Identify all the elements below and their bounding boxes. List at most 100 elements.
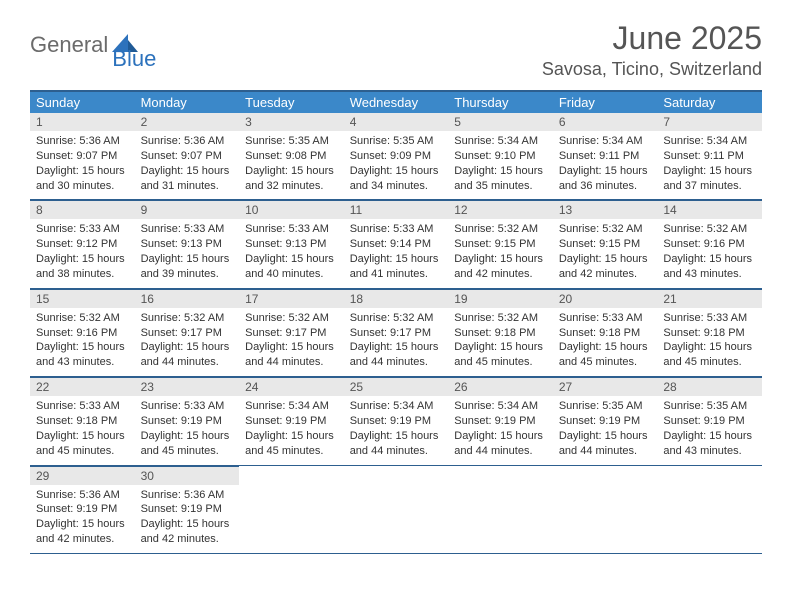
day-number: 3 bbox=[239, 113, 344, 131]
day-number: 13 bbox=[553, 200, 658, 219]
day-number: 10 bbox=[239, 200, 344, 219]
sunrise-line: Sunrise: 5:32 AM bbox=[350, 311, 443, 326]
sunrise-line: Sunrise: 5:32 AM bbox=[454, 222, 547, 237]
day-number: 24 bbox=[239, 377, 344, 396]
daylight-line: Daylight: 15 hours and 43 minutes. bbox=[663, 252, 756, 282]
day-body: Sunrise: 5:33 AMSunset: 9:12 PMDaylight:… bbox=[30, 219, 135, 287]
calendar-row: 1Sunrise: 5:36 AMSunset: 9:07 PMDaylight… bbox=[30, 113, 762, 200]
day-number: 21 bbox=[657, 289, 762, 308]
day-body: Sunrise: 5:32 AMSunset: 9:16 PMDaylight:… bbox=[30, 308, 135, 376]
daylight-line: Daylight: 15 hours and 43 minutes. bbox=[36, 340, 129, 370]
daylight-line: Daylight: 15 hours and 30 minutes. bbox=[36, 164, 129, 194]
calendar-cell: 1Sunrise: 5:36 AMSunset: 9:07 PMDaylight… bbox=[30, 113, 135, 200]
sunset-line: Sunset: 9:10 PM bbox=[454, 149, 547, 164]
day-body: Sunrise: 5:34 AMSunset: 9:11 PMDaylight:… bbox=[657, 131, 762, 199]
sunset-line: Sunset: 9:15 PM bbox=[559, 237, 652, 252]
weekday-header: Thursday bbox=[448, 91, 553, 113]
daylight-line: Daylight: 15 hours and 44 minutes. bbox=[350, 429, 443, 459]
daylight-line: Daylight: 15 hours and 41 minutes. bbox=[350, 252, 443, 282]
sunset-line: Sunset: 9:16 PM bbox=[36, 326, 129, 341]
day-body: Sunrise: 5:34 AMSunset: 9:10 PMDaylight:… bbox=[448, 131, 553, 199]
calendar-cell: 21Sunrise: 5:33 AMSunset: 9:18 PMDayligh… bbox=[657, 288, 762, 376]
calendar-row: 29Sunrise: 5:36 AMSunset: 9:19 PMDayligh… bbox=[30, 465, 762, 553]
calendar-cell: . bbox=[239, 465, 344, 553]
day-number: 7 bbox=[657, 113, 762, 131]
daylight-line: Daylight: 15 hours and 44 minutes. bbox=[141, 340, 234, 370]
sunrise-line: Sunrise: 5:35 AM bbox=[350, 134, 443, 149]
day-number: 19 bbox=[448, 289, 553, 308]
daylight-line: Daylight: 15 hours and 37 minutes. bbox=[663, 164, 756, 194]
daylight-line: Daylight: 15 hours and 44 minutes. bbox=[350, 340, 443, 370]
calendar-cell: . bbox=[344, 465, 449, 553]
sunset-line: Sunset: 9:19 PM bbox=[350, 414, 443, 429]
daylight-line: Daylight: 15 hours and 44 minutes. bbox=[559, 429, 652, 459]
sunset-line: Sunset: 9:13 PM bbox=[245, 237, 338, 252]
day-number: 26 bbox=[448, 377, 553, 396]
daylight-line: Daylight: 15 hours and 40 minutes. bbox=[245, 252, 338, 282]
daylight-line: Daylight: 15 hours and 45 minutes. bbox=[559, 340, 652, 370]
day-number: 4 bbox=[344, 113, 449, 131]
month-title: June 2025 bbox=[542, 20, 762, 57]
sunset-line: Sunset: 9:19 PM bbox=[36, 502, 129, 517]
calendar-cell: 22Sunrise: 5:33 AMSunset: 9:18 PMDayligh… bbox=[30, 377, 135, 465]
calendar-cell: 5Sunrise: 5:34 AMSunset: 9:10 PMDaylight… bbox=[448, 113, 553, 200]
day-number: 17 bbox=[239, 289, 344, 308]
day-body: Sunrise: 5:33 AMSunset: 9:18 PMDaylight:… bbox=[553, 308, 658, 376]
sunset-line: Sunset: 9:15 PM bbox=[454, 237, 547, 252]
day-number: 8 bbox=[30, 200, 135, 219]
sunset-line: Sunset: 9:17 PM bbox=[141, 326, 234, 341]
day-body: Sunrise: 5:36 AMSunset: 9:07 PMDaylight:… bbox=[30, 131, 135, 199]
sunrise-line: Sunrise: 5:33 AM bbox=[141, 222, 234, 237]
calendar-cell: 19Sunrise: 5:32 AMSunset: 9:18 PMDayligh… bbox=[448, 288, 553, 376]
day-body: Sunrise: 5:32 AMSunset: 9:17 PMDaylight:… bbox=[344, 308, 449, 376]
sunrise-line: Sunrise: 5:33 AM bbox=[36, 222, 129, 237]
day-number: 28 bbox=[657, 377, 762, 396]
sunset-line: Sunset: 9:19 PM bbox=[559, 414, 652, 429]
calendar-row: 15Sunrise: 5:32 AMSunset: 9:16 PMDayligh… bbox=[30, 288, 762, 376]
weekday-header: Friday bbox=[553, 91, 658, 113]
day-number: 12 bbox=[448, 200, 553, 219]
sunset-line: Sunset: 9:14 PM bbox=[350, 237, 443, 252]
sunset-line: Sunset: 9:17 PM bbox=[350, 326, 443, 341]
sunset-line: Sunset: 9:12 PM bbox=[36, 237, 129, 252]
sunrise-line: Sunrise: 5:34 AM bbox=[559, 134, 652, 149]
day-number: 22 bbox=[30, 377, 135, 396]
weekday-header: Wednesday bbox=[344, 91, 449, 113]
daylight-line: Daylight: 15 hours and 34 minutes. bbox=[350, 164, 443, 194]
day-body: Sunrise: 5:32 AMSunset: 9:15 PMDaylight:… bbox=[553, 219, 658, 287]
day-body: Sunrise: 5:34 AMSunset: 9:11 PMDaylight:… bbox=[553, 131, 658, 199]
day-number: 18 bbox=[344, 289, 449, 308]
weekday-header: Tuesday bbox=[239, 91, 344, 113]
sunrise-line: Sunrise: 5:36 AM bbox=[141, 488, 234, 503]
day-number: 6 bbox=[553, 113, 658, 131]
sunrise-line: Sunrise: 5:32 AM bbox=[36, 311, 129, 326]
day-number: 29 bbox=[30, 466, 135, 485]
day-body: Sunrise: 5:33 AMSunset: 9:18 PMDaylight:… bbox=[30, 396, 135, 464]
sunrise-line: Sunrise: 5:34 AM bbox=[350, 399, 443, 414]
day-body: Sunrise: 5:36 AMSunset: 9:07 PMDaylight:… bbox=[135, 131, 240, 199]
calendar-cell: 15Sunrise: 5:32 AMSunset: 9:16 PMDayligh… bbox=[30, 288, 135, 376]
sunrise-line: Sunrise: 5:32 AM bbox=[245, 311, 338, 326]
sunset-line: Sunset: 9:19 PM bbox=[663, 414, 756, 429]
calendar-body: 1Sunrise: 5:36 AMSunset: 9:07 PMDaylight… bbox=[30, 113, 762, 553]
weekday-header: Sunday bbox=[30, 91, 135, 113]
daylight-line: Daylight: 15 hours and 35 minutes. bbox=[454, 164, 547, 194]
daylight-line: Daylight: 15 hours and 45 minutes. bbox=[36, 429, 129, 459]
sunset-line: Sunset: 9:11 PM bbox=[663, 149, 756, 164]
daylight-line: Daylight: 15 hours and 42 minutes. bbox=[454, 252, 547, 282]
calendar-cell: . bbox=[448, 465, 553, 553]
sunrise-line: Sunrise: 5:33 AM bbox=[245, 222, 338, 237]
day-body: Sunrise: 5:35 AMSunset: 9:09 PMDaylight:… bbox=[344, 131, 449, 199]
location: Savosa, Ticino, Switzerland bbox=[542, 59, 762, 80]
sunset-line: Sunset: 9:13 PM bbox=[141, 237, 234, 252]
day-body: Sunrise: 5:33 AMSunset: 9:19 PMDaylight:… bbox=[135, 396, 240, 464]
sunrise-line: Sunrise: 5:36 AM bbox=[36, 488, 129, 503]
sunrise-line: Sunrise: 5:33 AM bbox=[663, 311, 756, 326]
calendar: SundayMondayTuesdayWednesdayThursdayFrid… bbox=[30, 90, 762, 554]
calendar-cell: 11Sunrise: 5:33 AMSunset: 9:14 PMDayligh… bbox=[344, 200, 449, 288]
calendar-cell: 7Sunrise: 5:34 AMSunset: 9:11 PMDaylight… bbox=[657, 113, 762, 200]
calendar-cell: 16Sunrise: 5:32 AMSunset: 9:17 PMDayligh… bbox=[135, 288, 240, 376]
calendar-cell: 26Sunrise: 5:34 AMSunset: 9:19 PMDayligh… bbox=[448, 377, 553, 465]
page: General Blue June 2025 Savosa, Ticino, S… bbox=[0, 0, 792, 574]
calendar-cell: 2Sunrise: 5:36 AMSunset: 9:07 PMDaylight… bbox=[135, 113, 240, 200]
